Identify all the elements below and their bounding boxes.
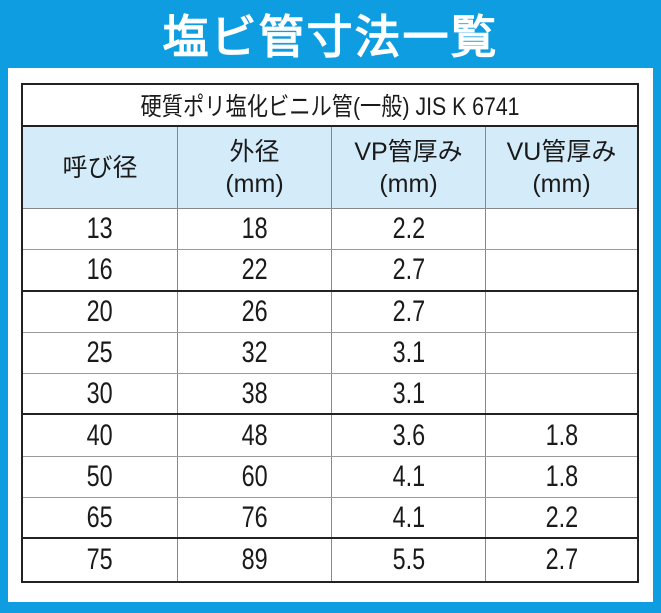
cell-vp: 5.5 <box>332 539 486 581</box>
cell-vp: 4.1 <box>332 456 486 498</box>
cell-outer: 76 <box>178 498 332 538</box>
table-row: 50 60 4.1 1.8 <box>23 456 637 499</box>
cell-vp: 2.7 <box>332 291 486 332</box>
table-row: 13 18 2.2 <box>23 209 637 251</box>
page-title: 塩ビ管寸法一覧 <box>162 11 499 63</box>
table-row: 65 76 4.1 2.2 <box>23 498 637 540</box>
cell-nominal: 50 <box>23 456 178 498</box>
cell-vp: 4.1 <box>332 498 486 538</box>
cell-vu: 2.2 <box>545 500 578 534</box>
cell-vu <box>486 209 637 249</box>
cell-vu: 1.8 <box>545 459 578 493</box>
cell-outer: 60 <box>178 456 332 498</box>
table-row: 25 32 3.1 <box>23 332 637 375</box>
cell-vp: 2.7 <box>332 250 486 290</box>
cell-outer: 38 <box>178 374 332 414</box>
table-row: 20 26 2.7 <box>23 291 637 333</box>
cell-outer: 18 <box>178 209 332 250</box>
cell-vu: 2.7 <box>545 543 578 577</box>
cell-vp: 3.1 <box>332 374 486 414</box>
header-nominal-diameter: 呼び径 <box>23 127 178 208</box>
cell-vu <box>486 292 637 332</box>
content-panel: 硬質ポリ塩化ビニル管(一般) JIS K 6741 呼び径 外径 (mm) VP… <box>8 68 653 602</box>
table-caption: 硬質ポリ塩化ビニル管(一般) JIS K 6741 <box>23 85 637 127</box>
header-vu-thickness: VU管厚み (mm) <box>506 137 617 198</box>
cell-outer: 26 <box>178 291 332 332</box>
cell-nominal: 25 <box>23 332 178 374</box>
cell-nominal: 13 <box>23 209 178 250</box>
cell-outer: 48 <box>178 415 332 456</box>
cell-outer: 32 <box>178 332 332 374</box>
table-row: 75 89 5.5 2.7 <box>23 539 637 581</box>
cell-vp: 3.1 <box>332 332 486 374</box>
cell-vu <box>486 333 637 373</box>
cell-nominal: 16 <box>23 250 178 290</box>
cell-vu <box>486 374 637 413</box>
table-row: 40 48 3.6 1.8 <box>23 415 637 457</box>
table-row: 16 22 2.7 <box>23 250 637 292</box>
cell-nominal: 20 <box>23 291 178 332</box>
cell-nominal: 30 <box>23 374 178 414</box>
cell-vu: 1.8 <box>545 418 578 452</box>
header-vp-thickness: VP管厚み (mm) <box>332 127 486 208</box>
cell-outer: 22 <box>178 250 332 290</box>
cell-nominal: 65 <box>23 498 178 538</box>
header-outer-diameter: 外径 (mm) <box>178 127 332 208</box>
cell-nominal: 75 <box>23 539 178 581</box>
cell-vp: 2.2 <box>332 209 486 250</box>
table-header-row: 呼び径 外径 (mm) VP管厚み (mm) VU管厚み (mm) <box>23 127 637 209</box>
pipe-dimension-table: 硬質ポリ塩化ビニル管(一般) JIS K 6741 呼び径 外径 (mm) VP… <box>21 83 639 583</box>
table-row: 30 38 3.1 <box>23 374 637 416</box>
table-caption-text: 硬質ポリ塩化ビニル管(一般) JIS K 6741 <box>140 93 520 121</box>
cell-vu <box>486 250 637 289</box>
cell-outer: 89 <box>178 539 332 581</box>
cell-vp: 3.6 <box>332 415 486 456</box>
cell-nominal: 40 <box>23 415 178 456</box>
